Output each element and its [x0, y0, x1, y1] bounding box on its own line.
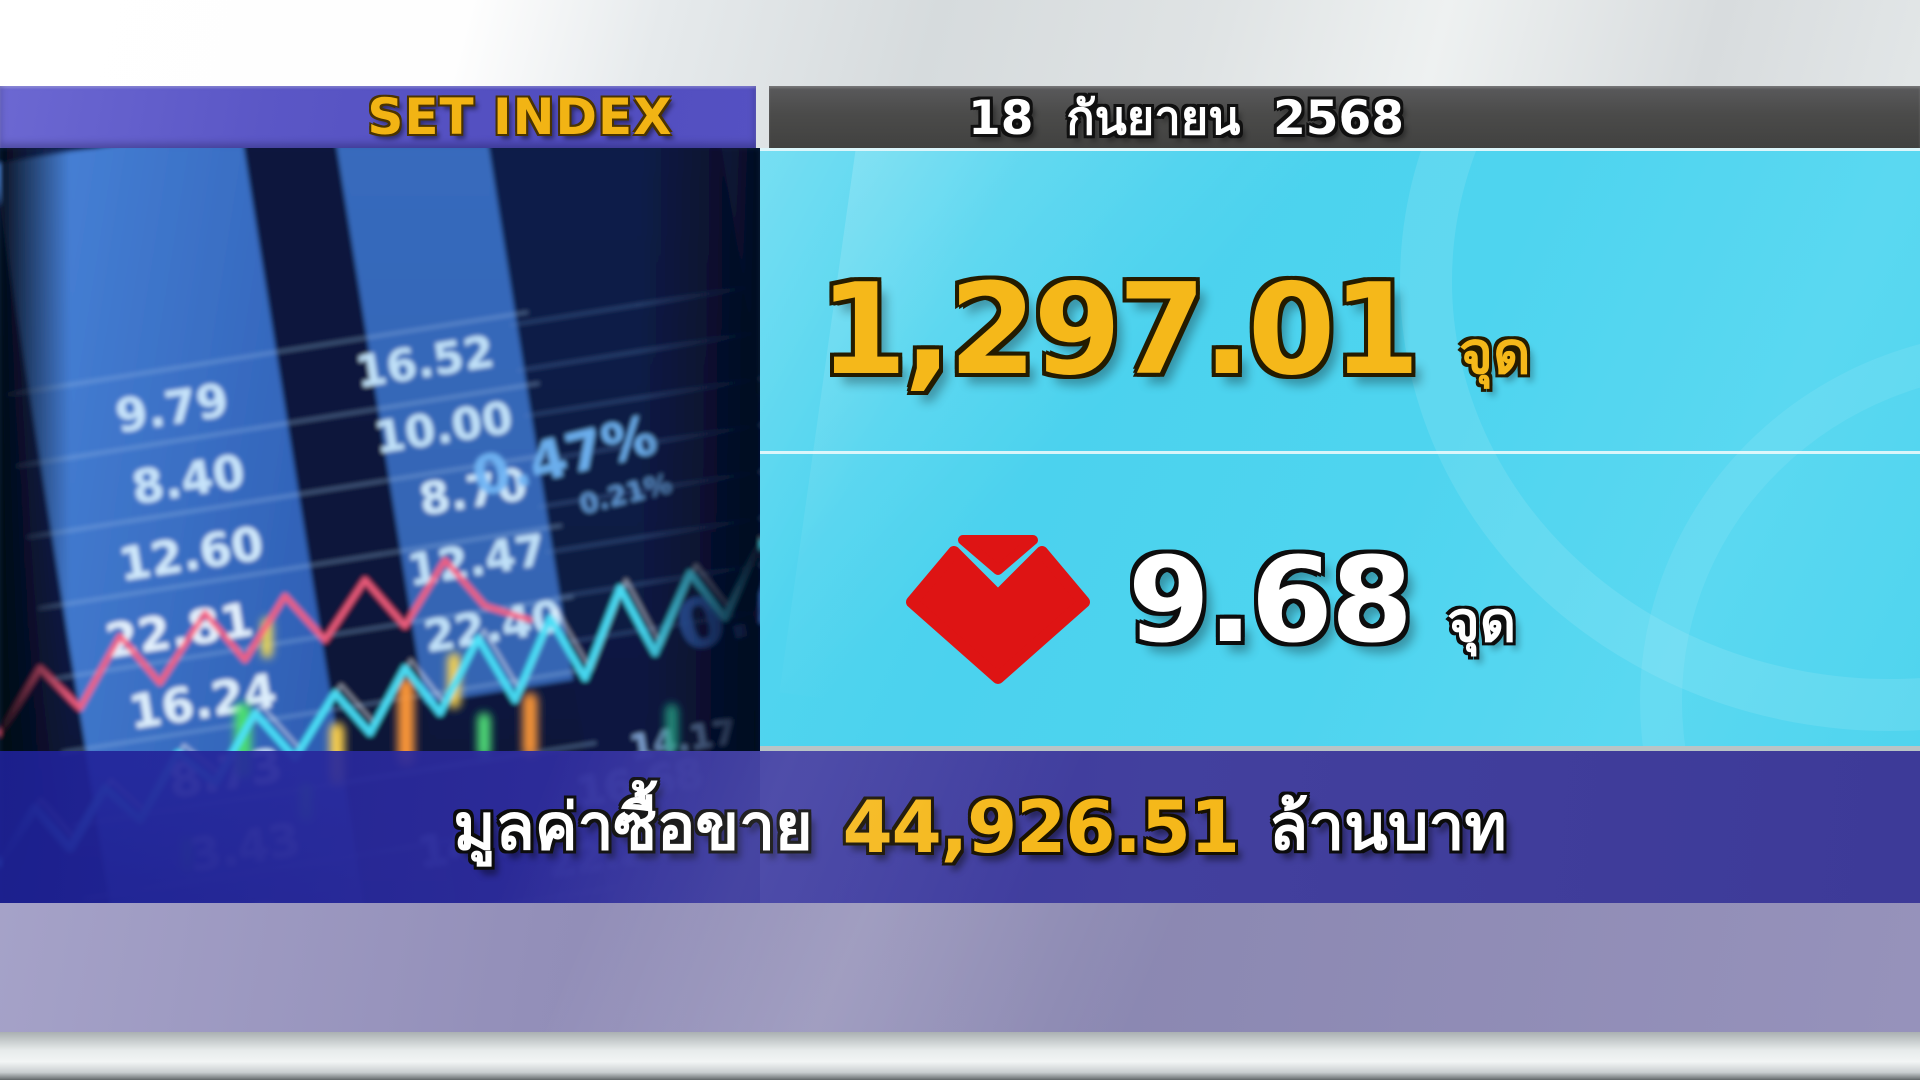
- date-banner: 18 กันยายน 2568: [769, 86, 1920, 148]
- index-change-unit: จุด: [1446, 589, 1517, 655]
- index-panel: 1,297.01 จุด 9.68 จุด: [760, 148, 1920, 751]
- index-change-group: 9.68 จุด: [1128, 531, 1516, 669]
- index-change-value: 9.68: [1127, 530, 1413, 669]
- bottom-silver-band: [0, 1032, 1920, 1080]
- date-label: 18 กันยายน 2568: [968, 90, 1404, 146]
- index-value-row: 1,297.01 จุด: [760, 151, 1920, 451]
- lavender-band: [0, 903, 1920, 1032]
- turnover-unit: ล้านบาท: [1268, 791, 1507, 865]
- index-value: 1,297.01: [819, 255, 1420, 403]
- index-value-group: 1,297.01 จุด: [819, 256, 1530, 403]
- panel-divider-line: [760, 451, 1920, 454]
- index-change-row: 9.68 จุด: [760, 453, 1920, 746]
- turnover-label: มูลค่าซื้อขาย: [453, 791, 813, 865]
- index-value-unit: จุด: [1459, 318, 1531, 387]
- band-streak-decoration: [0, 903, 1920, 1032]
- turnover-value: 44,926.51: [842, 785, 1240, 869]
- turnover-banner: มูลค่าซื้อขาย 44,926.51 ล้านบาท: [0, 751, 1920, 903]
- pink-trend-line: [0, 557, 533, 736]
- program-title-banner: SET INDEX: [0, 86, 756, 148]
- down-arrow-icon: [905, 534, 1090, 684]
- program-title: SET INDEX: [367, 88, 673, 146]
